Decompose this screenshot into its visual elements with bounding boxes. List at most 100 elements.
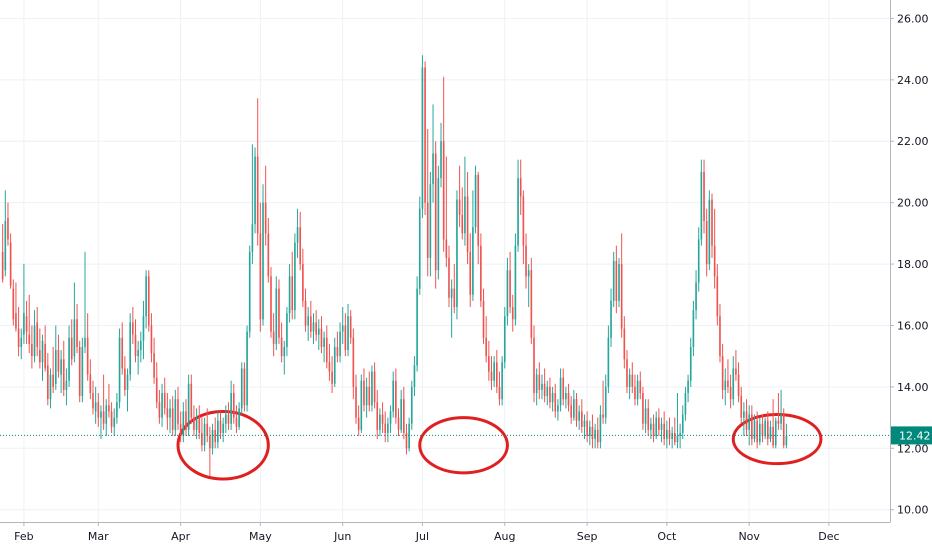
candle-body [158,402,161,418]
candle [145,270,147,329]
candle [562,368,565,406]
candle [23,264,25,344]
candle [193,405,195,437]
candle [623,316,626,369]
candle [588,420,591,446]
candle-body [594,429,596,440]
candle [307,307,310,341]
x-tick-label: Nov [738,530,760,543]
candle-body [692,310,695,347]
candle [658,408,660,437]
candle-body [543,383,546,397]
candle [615,245,618,314]
candle-body [626,359,628,387]
candle [735,350,737,381]
candle [493,356,495,387]
candle-body [52,374,54,387]
candle [402,386,405,440]
candle-body [349,316,352,338]
candle [461,187,464,240]
candle [246,325,248,412]
candle-body [39,350,41,363]
candle-body [721,356,724,390]
candle [33,310,36,363]
candle-body [607,337,610,387]
candle-body [474,175,477,228]
candle-body [639,380,642,394]
candle [604,374,607,424]
candle [254,147,256,234]
candle-body [278,288,280,338]
candle [203,417,206,452]
candle [52,346,54,394]
candle [482,288,485,344]
candle [437,165,440,280]
candle-body [485,337,488,357]
candle-body [307,316,310,326]
candle [766,411,769,446]
candle [70,319,73,366]
candle-body [248,251,251,332]
candle-body [262,202,264,320]
candle-body [70,337,73,360]
candle-body [190,383,193,418]
candle-body [315,322,317,335]
candle [235,405,238,433]
candle [299,211,302,271]
candle-body [450,288,453,298]
candle [474,165,477,234]
candle-body [187,383,190,430]
candle [294,233,296,320]
candle-body [384,423,387,433]
candle-body [719,316,721,357]
candle-body [724,380,727,390]
candles [1,55,788,476]
candle-body [458,199,461,215]
candle [158,389,161,424]
candle-body [697,239,700,283]
x-tick-label: Sep [577,530,598,543]
candle [543,368,546,403]
candle [687,374,689,403]
candle [655,411,658,440]
candle-body [31,343,33,357]
candle-body [100,411,102,418]
candle-body [341,325,344,332]
candle [780,389,782,430]
candle-body [312,322,315,332]
y-tick-label: 20.00 [897,197,929,210]
candle-body [700,171,703,240]
candle [187,374,190,437]
candle-body [642,393,644,424]
candle [230,380,232,430]
candle [310,300,312,338]
candle-body [102,411,105,424]
candle [28,294,31,354]
candle-body [732,368,735,400]
candle-body [235,417,238,427]
candle-body [535,374,538,394]
candle [618,257,620,308]
candle-body [147,276,150,326]
candle [209,426,211,476]
candle [612,251,615,308]
candle-body [461,214,464,234]
candle-body [748,414,751,430]
candle [416,276,418,372]
candle [132,307,134,344]
candle [525,233,527,289]
candle-body [232,393,235,418]
candle [711,193,713,258]
candle-body [25,316,28,332]
grid [0,0,890,522]
candle-body [60,359,62,375]
candle-body [578,411,580,421]
candle-body [602,414,604,418]
candle [642,386,644,430]
candle-body [668,429,671,440]
candle [689,337,692,387]
candle-body [591,426,594,440]
candle-body [54,350,57,384]
candle-body [442,141,445,240]
